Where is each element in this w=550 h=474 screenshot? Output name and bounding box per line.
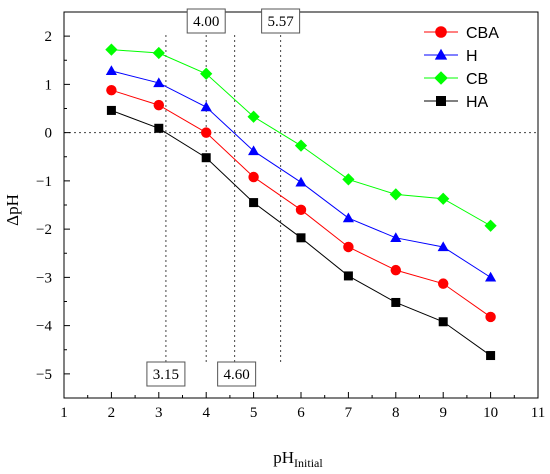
x-tick-label: 11 [531,405,545,421]
y-tick-label: −1 [36,174,52,190]
annotation-label: 4.00 [193,14,219,30]
data-point-ha [106,105,116,115]
annotation-label: 4.60 [224,367,250,383]
data-point-ha [296,233,306,243]
annotation-label: 5.57 [267,14,294,30]
data-point-cb [294,139,308,152]
legend-marker [434,71,448,85]
data-point-ha [249,198,259,208]
data-point-cb [247,110,260,123]
x-tick-label: 8 [392,405,400,421]
data-point-h [153,77,165,88]
legend-item-cb: CB [424,71,488,88]
data-point-cba [200,127,212,138]
series-cba [106,84,496,323]
x-tick-label: 4 [202,405,210,421]
x-tick-label: 1 [60,405,68,421]
data-point-ha [486,351,496,361]
data-point-h [295,176,307,187]
x-tick-label: 3 [155,405,163,421]
series-line-cba [111,89,491,318]
data-point-cb [389,188,402,201]
y-tick-label: −3 [36,270,52,286]
annotation-box: 5.57 [261,8,301,34]
data-point-cba [295,204,307,216]
legend-marker [434,48,448,60]
data-point-cba [343,241,354,253]
legend-label: H [466,48,478,65]
series-h [105,65,497,282]
series-ha [106,105,496,361]
data-point-h [390,232,402,242]
legend-marker [435,26,447,38]
y-tick-label: −4 [36,319,52,335]
data-point-ha [201,153,211,163]
data-point-cb [200,67,213,80]
y-axis-title: ΔpH [3,194,22,226]
annotation-box: 4.00 [186,8,226,34]
data-point-cba [248,171,259,183]
data-point-cb [105,43,118,56]
data-point-h [437,241,449,252]
y-tick-label: 2 [45,29,53,45]
x-tick-label: 6 [297,405,305,421]
data-point-cba [390,264,402,276]
data-point-cba [106,84,117,96]
annotation-frame [261,8,301,34]
data-point-ha [154,123,164,133]
data-point-cb [342,173,355,186]
data-point-cba [153,99,165,111]
y-tick-label: 1 [45,77,53,93]
x-tick-label: 9 [439,405,447,421]
data-point-h [200,101,212,112]
annotation-frame [146,361,186,387]
data-point-cba [437,278,449,289]
data-point-cb [152,46,165,60]
data-point-h [485,271,497,282]
annotation-label: 3.15 [153,367,179,383]
legend-marker [436,96,446,106]
annotation-frame [186,8,226,34]
x-tick-label: 10 [483,405,498,421]
annotation-frame [217,361,257,387]
data-point-cb [484,219,497,232]
y-tick-label: 0 [45,126,53,142]
legend-label: HA [466,94,489,111]
y-tick-label: −2 [36,222,52,238]
data-point-cb [437,192,450,205]
data-point-cba [485,311,496,323]
y-tick-label: −5 [36,367,52,383]
legend-item-cba: CBA [424,25,499,42]
x-tick-label: 7 [345,405,353,421]
x-tick-label: 2 [108,405,116,421]
data-point-h [248,145,260,156]
annotation-box: 3.15 [146,361,186,387]
data-point-h [105,65,117,76]
data-point-ha [343,271,353,281]
x-tick-label: 5 [250,405,258,421]
legend-item-h: H [424,48,478,65]
legend-item-ha: HA [424,94,489,111]
data-point-ha [438,317,448,327]
series-line-cb [111,49,491,227]
data-point-ha [391,297,401,307]
x-axis-title: pHInitial [273,448,323,470]
annotation-box: 4.60 [217,361,257,387]
data-point-h [342,212,354,223]
legend-label: CB [466,71,488,88]
legend-label: CBA [466,25,499,42]
series-line-h [111,70,491,278]
series-cb [105,43,497,232]
